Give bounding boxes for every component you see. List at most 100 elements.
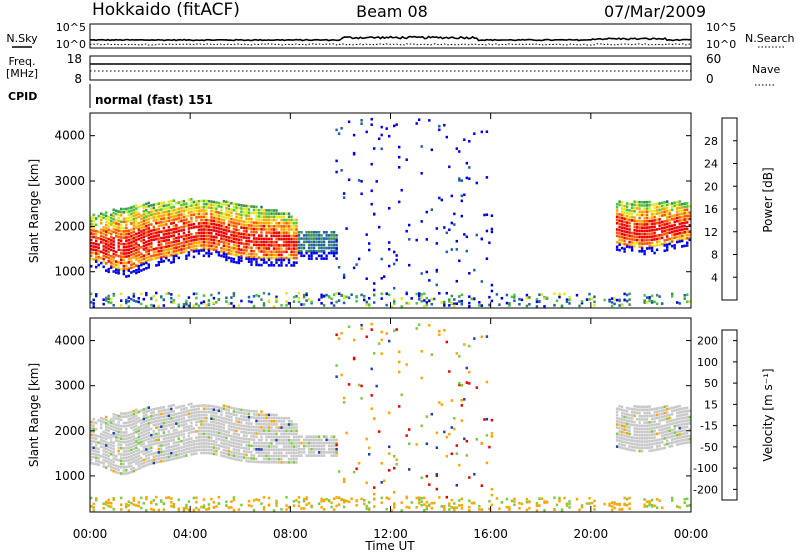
velocity-cell <box>207 436 211 439</box>
power-cell <box>302 293 306 297</box>
power-cell <box>618 243 621 246</box>
power-cell <box>187 304 191 308</box>
power-cell <box>310 240 313 244</box>
velocity-cell <box>197 420 201 423</box>
velocity-cell <box>110 468 113 472</box>
power-cell <box>107 253 110 257</box>
power-cell <box>212 248 216 251</box>
power-cell <box>97 214 100 218</box>
velocity-cell <box>420 503 423 507</box>
velocity-cell <box>157 448 160 451</box>
power-cell <box>127 216 130 220</box>
velocity-cell <box>633 420 636 424</box>
power-cell <box>355 295 358 298</box>
velocity-cell <box>212 506 216 509</box>
power-cell <box>112 256 115 259</box>
velocity-cell <box>448 370 451 373</box>
velocity-cell <box>347 500 351 504</box>
power-cell <box>205 202 208 206</box>
velocity-cell <box>165 427 168 431</box>
velocity-cell <box>645 446 649 450</box>
power-cell <box>267 237 271 241</box>
velocity-cell <box>460 497 463 501</box>
velocity-cell <box>352 470 356 474</box>
velocity-cell <box>190 408 193 412</box>
power-cell <box>635 200 639 204</box>
power-cell <box>207 219 211 222</box>
power-cell <box>105 214 108 218</box>
velocity-cell <box>142 417 145 421</box>
power-cell <box>175 201 178 205</box>
power-cell <box>170 199 173 203</box>
velocity-cell <box>140 409 143 412</box>
velocity-cell <box>252 435 256 438</box>
velocity-cell <box>681 410 684 414</box>
power-cell <box>210 293 213 297</box>
power-cell <box>195 203 198 206</box>
power-cell <box>307 254 311 258</box>
power-cell <box>132 240 135 243</box>
power-cell <box>630 219 634 222</box>
velocity-cell <box>373 486 376 489</box>
velocity-cell <box>633 449 636 452</box>
power-cell <box>378 137 381 141</box>
velocity-cell <box>368 501 371 504</box>
power-cell <box>315 250 318 253</box>
power-cell <box>207 225 211 228</box>
velocity-cell <box>192 408 196 411</box>
power-cell <box>142 213 145 216</box>
power-cell <box>395 123 398 126</box>
power-cell <box>202 199 206 203</box>
power-cell <box>645 200 649 204</box>
power-cell <box>312 251 316 255</box>
velocity-cell <box>658 432 661 435</box>
power-cell <box>325 231 328 234</box>
velocity-cell <box>678 423 681 427</box>
velocity-cell <box>388 411 391 415</box>
power-cell <box>95 258 98 262</box>
velocity-cell <box>167 420 170 424</box>
power-cell <box>250 263 253 266</box>
power-cell <box>655 212 659 215</box>
velocity-cell <box>688 409 691 413</box>
velocity-cell <box>282 416 286 420</box>
power-cell <box>252 258 256 261</box>
power-cell <box>388 293 391 296</box>
velocity-cell <box>180 433 183 437</box>
power-cell <box>147 249 150 252</box>
power-cell <box>207 254 211 258</box>
power-cell <box>317 240 321 244</box>
power-cell <box>157 250 160 253</box>
velocity-cell <box>292 448 296 451</box>
velocity-cell <box>285 448 288 451</box>
power-cell <box>245 255 248 259</box>
power-cell <box>277 253 281 257</box>
power-cell <box>302 237 306 240</box>
power-cell <box>105 230 108 233</box>
velocity-cell <box>257 426 261 429</box>
velocity-cell <box>623 444 626 447</box>
power-cell <box>645 296 649 299</box>
velocity-cell <box>578 508 581 512</box>
power-cell <box>200 234 203 238</box>
power-cell <box>310 231 313 234</box>
power-cell <box>105 249 108 252</box>
power-cell <box>252 295 256 298</box>
velocity-cell <box>360 397 363 400</box>
power-cell <box>167 232 170 235</box>
velocity-cell <box>370 322 373 326</box>
power-cell <box>661 220 664 224</box>
velocity-cell <box>240 430 243 434</box>
power-cell <box>212 238 216 242</box>
power-cell <box>190 217 193 220</box>
velocity-echo-cells <box>90 322 691 512</box>
power-cell <box>137 212 140 215</box>
power-cell <box>197 304 201 308</box>
velocity-cell <box>618 433 621 436</box>
power-cell <box>322 246 326 250</box>
velocity-cell <box>676 440 679 443</box>
velocity-cell <box>623 431 626 435</box>
power-cell <box>115 228 118 232</box>
power-cell <box>195 232 198 235</box>
velocity-cell <box>252 454 256 457</box>
